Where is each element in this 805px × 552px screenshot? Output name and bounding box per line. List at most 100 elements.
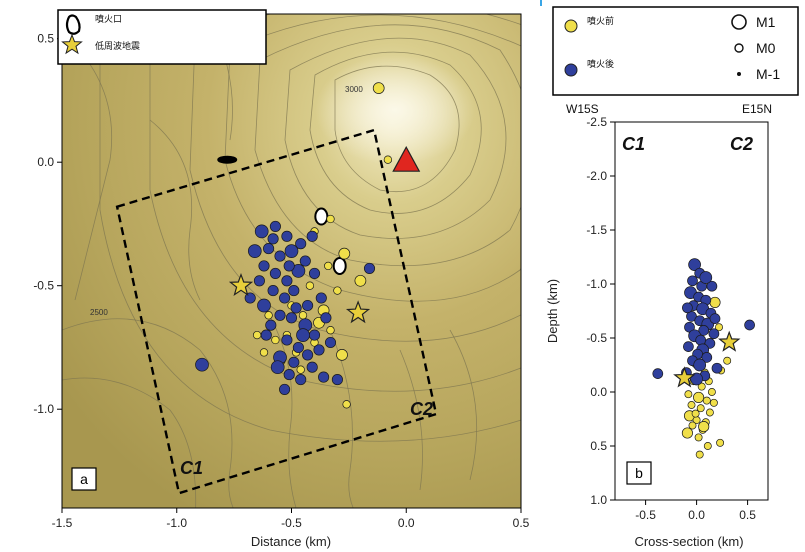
pre-eruption-point — [687, 401, 696, 409]
x-axis-ticks-b: -0.5 0.0 0.5 — [635, 500, 756, 522]
post-eruption-point — [320, 312, 332, 324]
post-eruption-point — [687, 275, 698, 287]
post-eruption-point — [291, 264, 306, 278]
legend-label-m1: M1 — [756, 14, 776, 30]
pre-eruption-point — [264, 311, 273, 320]
pre-eruption-point — [702, 396, 711, 405]
crater-outline — [332, 256, 347, 275]
post-eruption-point — [693, 358, 707, 372]
post-eruption-point — [284, 244, 299, 258]
pre-eruption-point — [383, 155, 393, 164]
magnitude-m-1-legend-marker — [737, 72, 741, 76]
low-frequency-event-star — [718, 330, 741, 352]
post-eruption-point — [257, 298, 271, 313]
x-tick-label: 0.5 — [513, 516, 530, 530]
post-eruption-point — [281, 230, 293, 242]
pre-eruption-point — [354, 274, 367, 287]
y-tick-label: 0.0 — [590, 385, 607, 399]
pre-eruption-point — [296, 365, 305, 374]
corner-label-c2-b: C2 — [730, 134, 753, 154]
post-eruption-point — [363, 262, 376, 274]
post-eruption-point — [699, 271, 713, 284]
map-panel: 3000 2500 C1 C2 a -1.5 -1.0 -0.5 0.0 0.5 0.5… — [33, 9, 530, 549]
y-tick-label: -2.0 — [586, 169, 607, 183]
corner-label-c1-b: C1 — [622, 134, 645, 154]
panel-label-a: a — [80, 471, 88, 487]
x-tick-label: 0.5 — [739, 508, 756, 522]
vent-triangle-marker — [392, 145, 421, 172]
pre-eruption-point — [342, 400, 351, 409]
pre-eruption-point — [271, 335, 280, 345]
legend-b: 噴火前 噴火後 M1 M0 M-1 — [552, 6, 799, 96]
post-eruption-point — [285, 312, 298, 324]
y-axis-ticks-b: -2.5 -2.0 -1.5 -1.0 -0.5 0.0 0.5 1.0 — [586, 115, 615, 507]
pre-eruption-point — [698, 421, 710, 433]
post-eruption-point — [283, 260, 295, 272]
post-eruption-point — [263, 243, 275, 255]
pre-eruption-point — [684, 390, 693, 399]
legend-box-b — [552, 6, 799, 96]
post-eruption-point — [708, 328, 720, 340]
pre-eruption-point — [691, 409, 700, 418]
pre-eruption-point — [333, 286, 342, 295]
post-eruption-point — [288, 285, 300, 297]
y-tick-label: 0.5 — [590, 439, 607, 453]
y-tick-label: -1.0 — [33, 402, 54, 416]
post-eruption-point — [281, 275, 293, 287]
corner-label-c1: C1 — [180, 458, 203, 478]
low-frequency-event-star — [345, 300, 371, 324]
legend-label-pre-eruption: 噴火前 — [587, 15, 614, 26]
pre-eruption-point — [326, 326, 335, 335]
post-eruption-point — [260, 329, 272, 341]
x-tick-label: 0.0 — [688, 508, 705, 522]
pre-eruption-point — [688, 421, 697, 430]
post-eruption-point — [308, 267, 321, 279]
legend-box-a — [57, 9, 267, 65]
pre-eruption-point — [326, 214, 335, 224]
post-eruption-point — [254, 224, 269, 239]
pre-eruption-point — [709, 398, 718, 407]
post-eruption-point — [296, 328, 310, 342]
post-eruption-point — [686, 311, 697, 322]
pre-eruption-point — [252, 330, 262, 340]
pre-eruption-point — [681, 427, 693, 439]
pre-eruption-legend-marker — [564, 19, 578, 33]
post-eruption-point — [279, 383, 291, 395]
magnitude-m0-legend-marker — [734, 43, 744, 53]
post-eruption-point — [267, 285, 279, 297]
post-eruption-point — [306, 361, 318, 373]
post-eruption-point — [269, 220, 281, 232]
post-eruption-point — [709, 313, 721, 324]
post-eruption-point — [274, 250, 286, 262]
legend-label-crater: 噴火口 — [95, 13, 122, 24]
post-eruption-point — [283, 369, 295, 381]
post-eruption-point — [744, 319, 755, 331]
post-eruption-point — [652, 368, 664, 379]
post-eruption-point — [711, 362, 723, 374]
post-eruption-point — [258, 260, 270, 272]
low-frequency-event-star — [673, 366, 696, 388]
panel-label-box-a — [71, 467, 97, 491]
y-tick-label: 0.0 — [37, 155, 54, 169]
x-axis-label-b: Cross-section (km) — [634, 534, 743, 549]
crater-legend-icon — [65, 14, 81, 35]
legend-label-low-frequency: 低周波地震 — [95, 40, 140, 51]
post-eruption-point — [295, 374, 307, 386]
contour-label-3000: 3000 — [345, 85, 363, 94]
post-eruption-point — [290, 302, 302, 314]
x-axis-label-a: Distance (km) — [251, 534, 331, 549]
y-tick-label: -1.0 — [586, 277, 607, 291]
post-eruption-point — [281, 334, 293, 346]
post-eruption-point — [265, 319, 277, 331]
post-eruption-point — [299, 255, 311, 267]
pre-eruption-point — [705, 408, 714, 417]
pre-eruption-point — [709, 296, 721, 308]
post-eruption-point — [306, 230, 318, 242]
magnitude-m1-legend-marker — [731, 14, 747, 30]
direction-label-w15s: W15S — [566, 102, 599, 116]
pre-eruption-point — [336, 349, 348, 361]
post-eruption-point — [288, 356, 300, 368]
low-frequency-event-stars — [228, 272, 371, 324]
pre-eruption-point — [298, 311, 308, 320]
